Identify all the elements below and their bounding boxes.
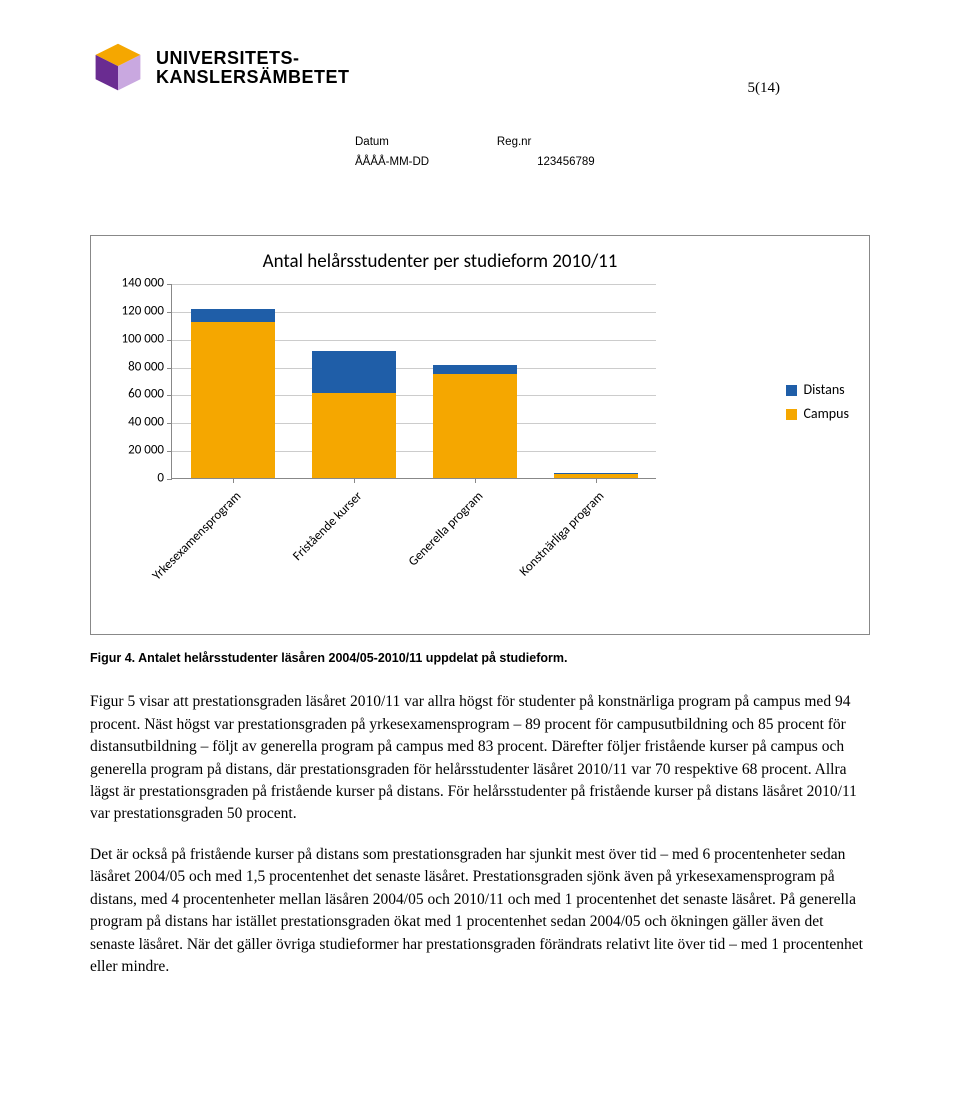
- chart-ytick-mark: [167, 423, 172, 424]
- chart-plot-area: 020 00040 00060 00080 000100 000120 0001…: [171, 284, 656, 479]
- chart-ytick-mark: [167, 479, 172, 480]
- paragraph-2: Det är också på fristående kurser på dis…: [90, 844, 870, 979]
- chart-ytick-mark: [167, 284, 172, 285]
- chart-ytick-label: 140 000: [94, 275, 164, 294]
- chart-ytick-label: 80 000: [94, 358, 164, 377]
- logo-text: UNIVERSITETS- KANSLERSÄMBETET: [156, 49, 350, 88]
- legend-swatch: [786, 385, 797, 396]
- logo-line2: KANSLERSÄMBETET: [156, 68, 350, 87]
- chart-xtick-label: Yrkesexamensprogram: [134, 488, 246, 600]
- chart-container: Antal helårsstudenter per studieform 201…: [90, 235, 870, 635]
- chart-xtick-label: Generella program: [376, 488, 488, 600]
- legend-swatch: [786, 409, 797, 420]
- chart-bar-group: [191, 283, 275, 478]
- figure-caption: Figur 4. Antalet helårsstudenter läsåren…: [90, 649, 870, 667]
- chart-legend: Distans Campus: [786, 376, 849, 429]
- chart-ytick-label: 20 000: [94, 442, 164, 461]
- chart-xtick-mark: [354, 478, 355, 483]
- chart-ytick-label: 0: [94, 470, 164, 489]
- chart-ytick-mark: [167, 395, 172, 396]
- chart-ytick-label: 60 000: [94, 386, 164, 405]
- chart-bar-campus: [433, 374, 517, 478]
- chart-xtick-mark: [475, 478, 476, 483]
- chart-ytick-mark: [167, 451, 172, 452]
- body-text: Figur 5 visar att prestationsgraden läså…: [90, 691, 870, 979]
- chart-xtick-mark: [233, 478, 234, 483]
- meta-reg-label: Reg.nr: [497, 134, 532, 151]
- chart-bar-group: [312, 283, 396, 478]
- meta-date-value: ÅÅÅÅ-MM-DD: [355, 154, 429, 171]
- chart-ytick-label: 40 000: [94, 414, 164, 433]
- doc-meta: Datum Reg.nr ÅÅÅÅ-MM-DD 123456789: [355, 134, 595, 170]
- meta-reg-value: 123456789: [537, 154, 595, 171]
- chart-bar-campus: [191, 322, 275, 478]
- chart-legend-item: Campus: [786, 404, 849, 424]
- meta-date-label: Datum: [355, 134, 389, 151]
- chart-bar-campus: [312, 393, 396, 478]
- chart-legend-item: Distans: [786, 380, 849, 400]
- chart-title: Antal helårsstudenter per studieform 201…: [25, 248, 855, 276]
- chart-ytick-mark: [167, 368, 172, 369]
- chart-xtick-mark: [596, 478, 597, 483]
- chart-bar-group: [433, 283, 517, 478]
- logo-line1: UNIVERSITETS-: [156, 49, 350, 68]
- legend-label: Campus: [803, 404, 849, 424]
- legend-label: Distans: [803, 380, 844, 400]
- chart-bar-distans: [433, 365, 517, 373]
- chart-ytick-label: 120 000: [94, 302, 164, 321]
- chart-bar-group: [554, 283, 638, 478]
- chart-xtick-label: Fristående kurser: [255, 488, 367, 600]
- page-number: 5(14): [748, 78, 781, 100]
- chart-ytick-mark: [167, 312, 172, 313]
- page-header: 5(14) UNIVERSITETS- KANSLERSÄMBETET Datu…: [90, 40, 870, 165]
- paragraph-1: Figur 5 visar att prestationsgraden läså…: [90, 691, 870, 826]
- chart-ytick-mark: [167, 340, 172, 341]
- uka-cube-icon: [90, 40, 146, 96]
- chart-xtick-label: Konstnärliga program: [497, 488, 609, 600]
- chart-ytick-label: 100 000: [94, 330, 164, 349]
- chart-bar-distans: [312, 351, 396, 393]
- chart-bar-distans: [191, 309, 275, 322]
